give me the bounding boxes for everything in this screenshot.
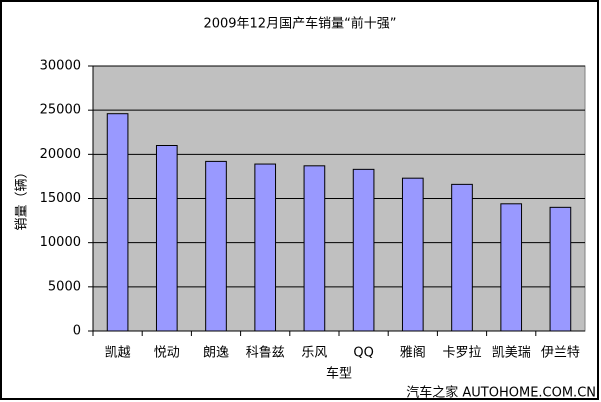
- y-tick-label: 20000: [40, 147, 81, 162]
- bar: [155, 145, 178, 332]
- y-tick-label: 15000: [40, 191, 81, 206]
- x-tick-label: 伊兰特: [541, 346, 580, 361]
- bar: [205, 160, 227, 332]
- x-tick-label: 卡罗拉: [442, 346, 481, 361]
- y-tick-label: 0: [73, 324, 81, 339]
- y-tick-label: 30000: [40, 59, 81, 74]
- x-tick-label: 凯美瑞: [492, 346, 531, 361]
- y-tick-label: 25000: [40, 103, 81, 118]
- x-tick-label: QQ: [353, 346, 373, 361]
- x-tick-label: 雅阁: [400, 346, 426, 361]
- chart-title: 2009年12月国产车销量“前十强”: [203, 16, 396, 32]
- bar: [303, 165, 326, 332]
- bar: [549, 206, 572, 332]
- bar: [451, 183, 473, 332]
- x-tick-label: 凯越: [105, 346, 131, 361]
- x-tick-label: 悦动: [154, 346, 180, 361]
- bar: [352, 168, 375, 332]
- x-tick-label: 乐风: [301, 346, 327, 361]
- y-tick-label: 5000: [48, 279, 81, 294]
- bar: [254, 163, 277, 332]
- y-axis-label: 销量（辆）: [15, 165, 30, 230]
- x-tick-label: 科鲁兹: [246, 346, 285, 361]
- bar: [106, 113, 129, 332]
- x-axis-label: 车型: [326, 366, 352, 382]
- watermark: 汽车之家 AUTOHOME.COM.CN: [406, 385, 596, 401]
- bar: [500, 203, 523, 332]
- bar: [401, 177, 424, 332]
- x-tick-label: 朗逸: [203, 346, 229, 361]
- y-tick-label: 10000: [40, 235, 81, 250]
